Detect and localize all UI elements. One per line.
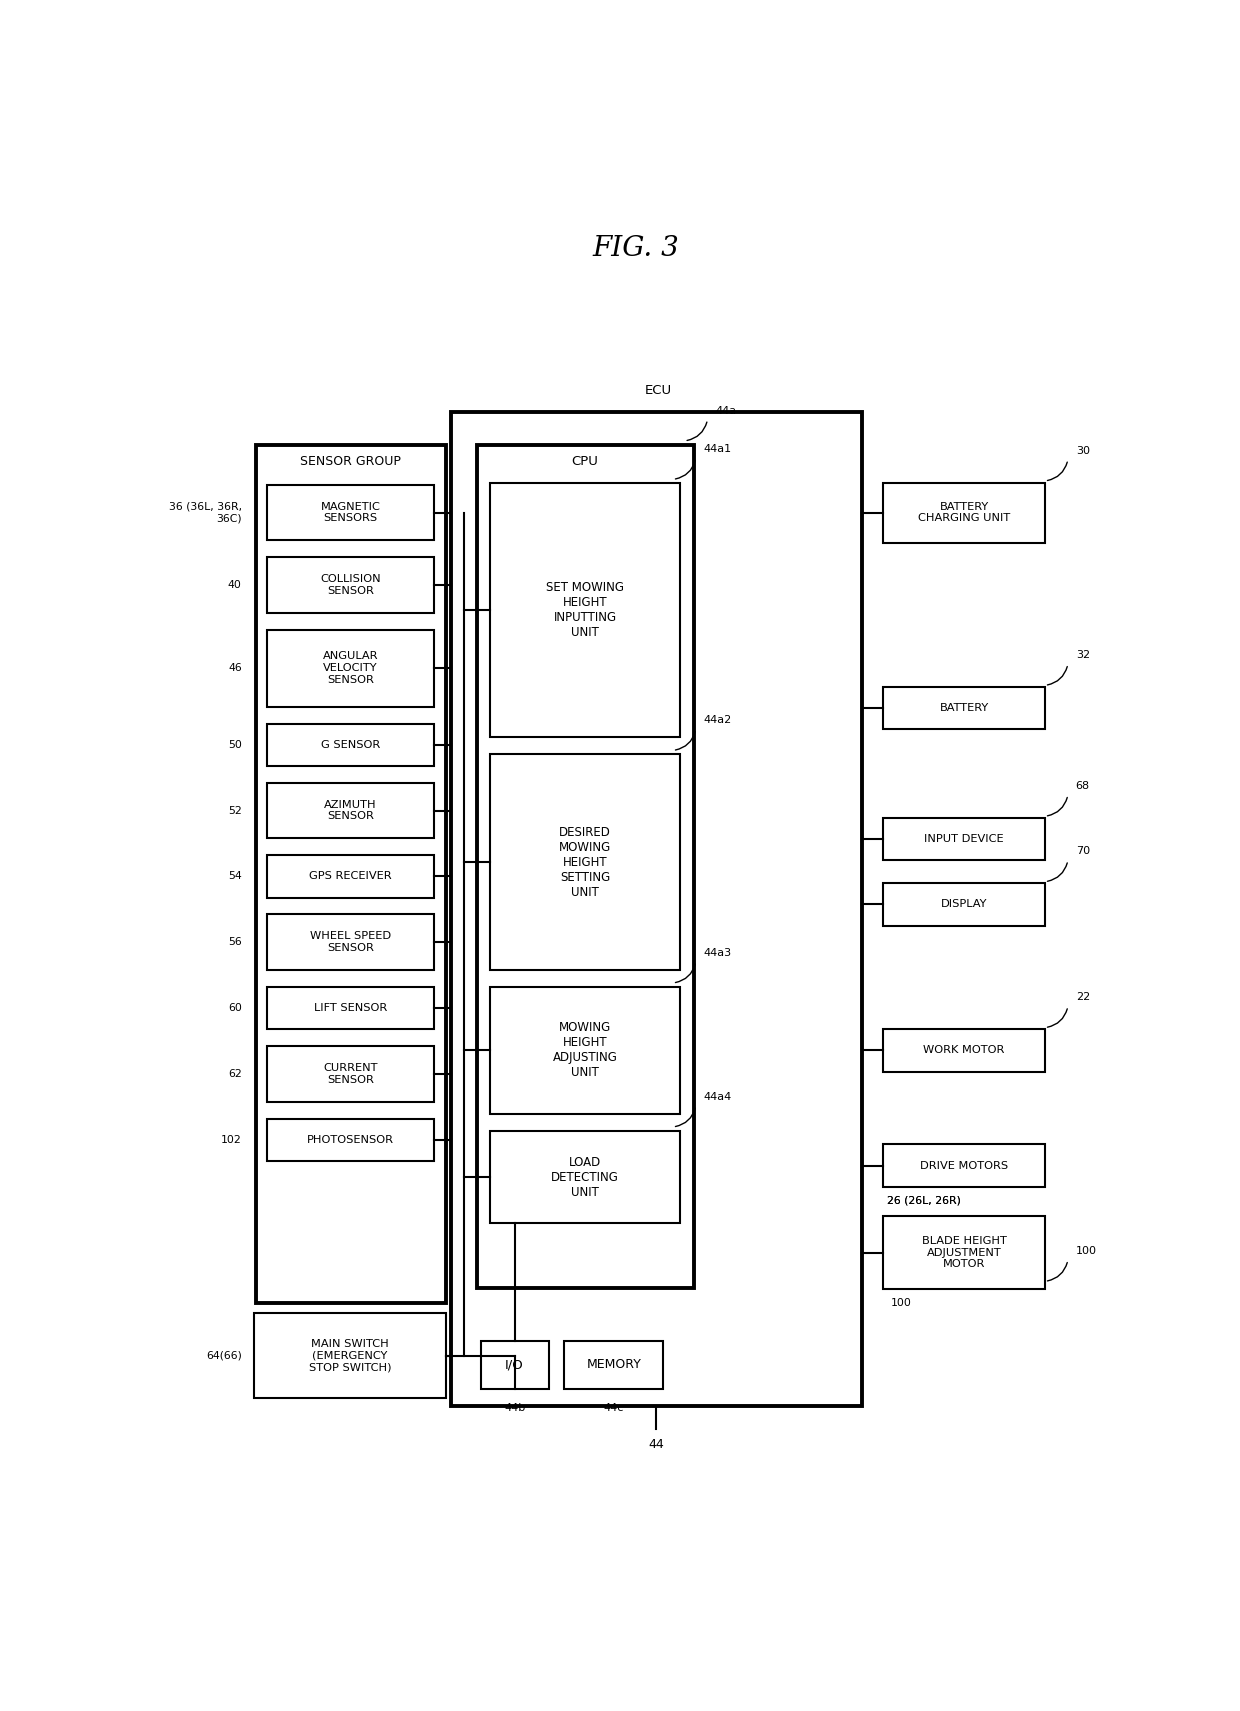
Text: 100: 100 [892,1299,913,1309]
Text: PHOTOSENSOR: PHOTOSENSOR [308,1134,394,1145]
Text: 52: 52 [228,806,242,816]
Text: DESIRED
MOWING
HEIGHT
SETTING
UNIT: DESIRED MOWING HEIGHT SETTING UNIT [559,826,611,898]
FancyBboxPatch shape [268,914,434,970]
Text: 26 (26L, 26R): 26 (26L, 26R) [888,1196,961,1206]
Text: 40: 40 [228,580,242,590]
FancyBboxPatch shape [268,724,434,767]
FancyBboxPatch shape [268,987,434,1030]
Text: 102: 102 [221,1134,242,1145]
FancyBboxPatch shape [883,883,1044,926]
Text: 44c: 44c [604,1403,624,1413]
Text: 44b: 44b [503,1403,526,1413]
Text: 56: 56 [228,938,242,948]
Text: FIG. 3: FIG. 3 [593,234,678,262]
FancyBboxPatch shape [268,630,434,707]
Text: 46: 46 [228,664,242,672]
FancyBboxPatch shape [268,784,434,838]
Text: CPU: CPU [572,455,599,469]
FancyBboxPatch shape [564,1341,663,1389]
Text: MAGNETIC
SENSORS: MAGNETIC SENSORS [321,501,381,524]
FancyBboxPatch shape [268,1045,434,1102]
FancyBboxPatch shape [255,445,445,1304]
Text: 54: 54 [228,871,242,881]
Text: SENSOR GROUP: SENSOR GROUP [300,455,401,469]
Text: INPUT DEVICE: INPUT DEVICE [924,833,1004,844]
Text: G SENSOR: G SENSOR [321,739,381,749]
FancyBboxPatch shape [476,445,693,1288]
FancyBboxPatch shape [481,1341,549,1389]
Text: BATTERY
CHARGING UNIT: BATTERY CHARGING UNIT [918,501,1011,524]
Text: BLADE HEIGHT
ADJUSTMENT
MOTOR: BLADE HEIGHT ADJUSTMENT MOTOR [921,1235,1007,1270]
Text: WHEEL SPEED
SENSOR: WHEEL SPEED SENSOR [310,931,392,953]
Text: 44: 44 [649,1437,665,1451]
Text: MOWING
HEIGHT
ADJUSTING
UNIT: MOWING HEIGHT ADJUSTING UNIT [553,1021,618,1080]
Text: 44a1: 44a1 [704,445,732,453]
Text: GPS RECEIVER: GPS RECEIVER [309,871,392,881]
FancyBboxPatch shape [268,558,434,613]
FancyBboxPatch shape [883,1030,1044,1071]
Text: ECU: ECU [645,385,672,397]
Text: 60: 60 [228,1003,242,1013]
FancyBboxPatch shape [883,1217,1044,1288]
FancyBboxPatch shape [883,1145,1044,1187]
Text: 32: 32 [1075,650,1090,660]
Text: DRIVE MOTORS: DRIVE MOTORS [920,1160,1008,1170]
Text: 64(66): 64(66) [206,1350,242,1360]
Text: 62: 62 [228,1069,242,1080]
Text: 26 (26L, 26R): 26 (26L, 26R) [888,1196,961,1206]
Text: 68: 68 [1075,780,1090,790]
FancyBboxPatch shape [490,755,681,970]
FancyBboxPatch shape [490,987,681,1114]
FancyBboxPatch shape [268,1119,434,1160]
FancyBboxPatch shape [254,1314,445,1398]
Text: 44a3: 44a3 [704,948,732,958]
FancyBboxPatch shape [490,483,681,737]
Text: COLLISION
SENSOR: COLLISION SENSOR [320,575,381,595]
Text: 44a4: 44a4 [704,1092,732,1102]
Text: BATTERY: BATTERY [940,703,988,713]
Text: DISPLAY: DISPLAY [941,900,987,910]
Text: I/O: I/O [505,1359,525,1372]
FancyBboxPatch shape [883,686,1044,729]
Text: 50: 50 [228,739,242,749]
FancyBboxPatch shape [451,412,862,1406]
Text: LIFT SENSOR: LIFT SENSOR [314,1003,387,1013]
FancyBboxPatch shape [490,1131,681,1223]
Text: ANGULAR
VELOCITY
SENSOR: ANGULAR VELOCITY SENSOR [322,652,378,684]
Text: SET MOWING
HEIGHT
INPUTTING
UNIT: SET MOWING HEIGHT INPUTTING UNIT [546,582,624,640]
Text: LOAD
DETECTING
UNIT: LOAD DETECTING UNIT [552,1155,619,1199]
Text: WORK MOTOR: WORK MOTOR [924,1045,1004,1056]
FancyBboxPatch shape [268,856,434,898]
Text: 44a2: 44a2 [704,715,732,725]
Text: AZIMUTH
SENSOR: AZIMUTH SENSOR [325,799,377,821]
FancyBboxPatch shape [268,484,434,541]
Text: MAIN SWITCH
(EMERGENCY
STOP SWITCH): MAIN SWITCH (EMERGENCY STOP SWITCH) [309,1340,391,1372]
FancyBboxPatch shape [883,483,1044,542]
Text: MEMORY: MEMORY [587,1359,641,1372]
Text: 30: 30 [1075,445,1090,455]
FancyBboxPatch shape [883,818,1044,861]
Text: 36 (36L, 36R,
36C): 36 (36L, 36R, 36C) [169,501,242,524]
Text: 70: 70 [1075,847,1090,856]
Text: 22: 22 [1075,992,1090,1003]
Text: CURRENT
SENSOR: CURRENT SENSOR [324,1063,378,1085]
Text: 44a: 44a [715,406,737,416]
Text: 100: 100 [1075,1246,1096,1256]
